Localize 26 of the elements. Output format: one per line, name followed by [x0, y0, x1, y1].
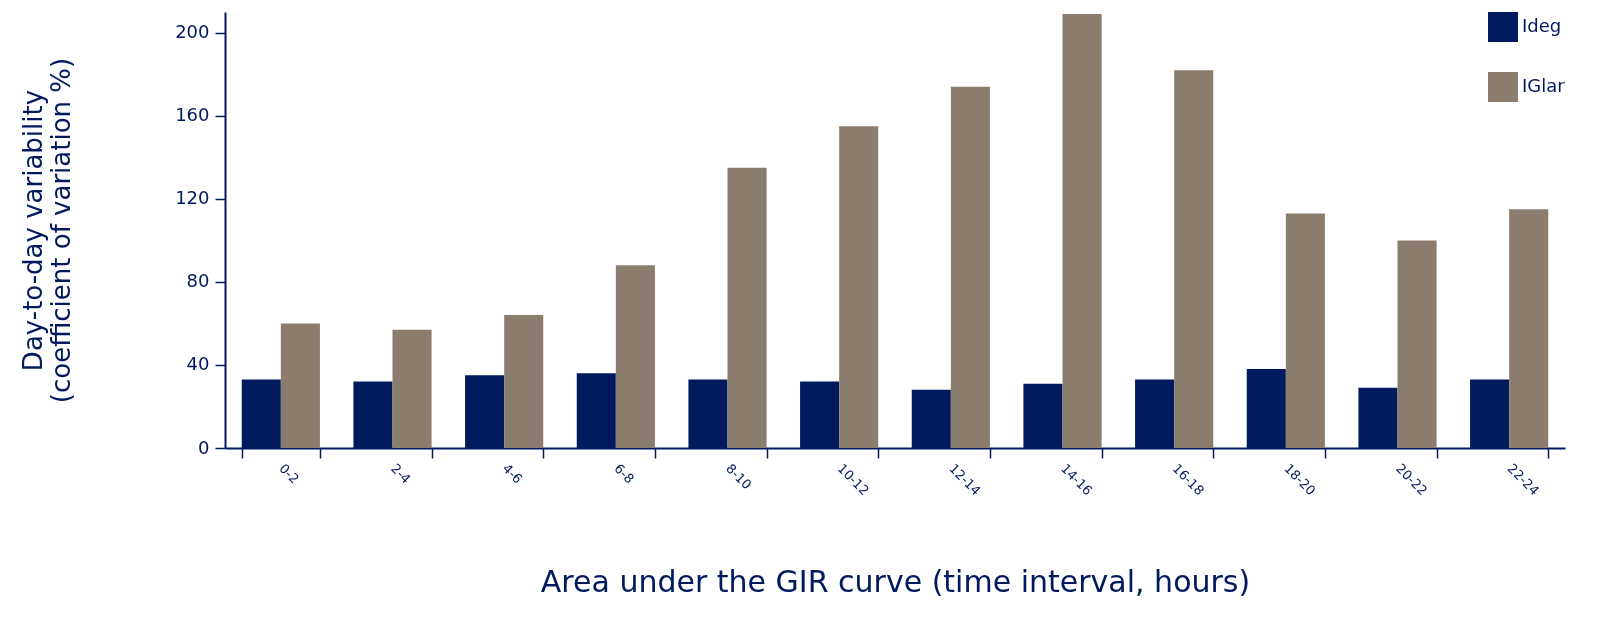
bar: [727, 167, 767, 448]
x-tick-label: 0-2: [276, 460, 303, 487]
bar: [1285, 213, 1325, 448]
bar: [392, 329, 432, 448]
bar: [1397, 240, 1437, 448]
legend-label: Ideg: [1522, 15, 1562, 36]
bar: [1509, 209, 1549, 448]
bar: [1062, 14, 1102, 448]
x-tick-label: 6-8: [611, 460, 638, 487]
bar: [1174, 70, 1214, 448]
y-tick-label: 40: [186, 353, 210, 375]
y-tick-label: 120: [175, 187, 210, 209]
bar: [504, 315, 544, 448]
y-tick-label: 200: [175, 21, 210, 43]
x-axis-title: Area under the GIR curve (time interval, hours): [540, 564, 1251, 600]
bar: [950, 86, 990, 448]
legend-label: IGlar: [1522, 75, 1566, 96]
x-tick-label: 2-4: [388, 460, 414, 487]
y-tick-label: 80: [186, 270, 210, 292]
y-tick-label: 160: [175, 104, 210, 126]
bar: [280, 323, 320, 448]
y-axis-title: Day-to-day variability (coefficient of variation %): [18, 57, 77, 404]
x-tick-label: 4-6: [499, 460, 526, 487]
bar: [615, 265, 655, 448]
bar: [839, 126, 879, 448]
y-tick-label: 0: [198, 436, 210, 458]
